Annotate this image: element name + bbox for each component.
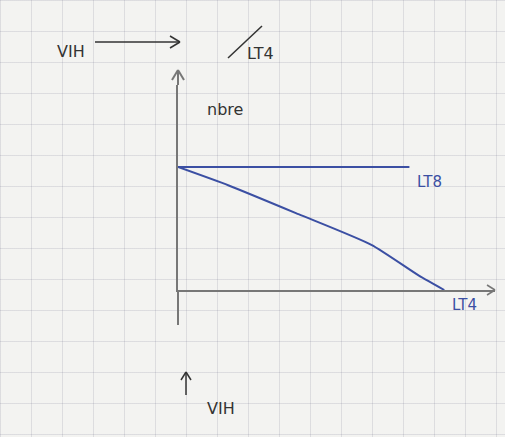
- svg-text:LT4: LT4: [247, 44, 274, 63]
- svg-text:nbre: nbre: [207, 100, 243, 119]
- svg-text:VIH: VIH: [57, 42, 85, 61]
- svg-text:VIH: VIH: [207, 399, 235, 418]
- svg-text:LT4: LT4: [452, 296, 477, 314]
- svg-text:LT8: LT8: [417, 173, 442, 191]
